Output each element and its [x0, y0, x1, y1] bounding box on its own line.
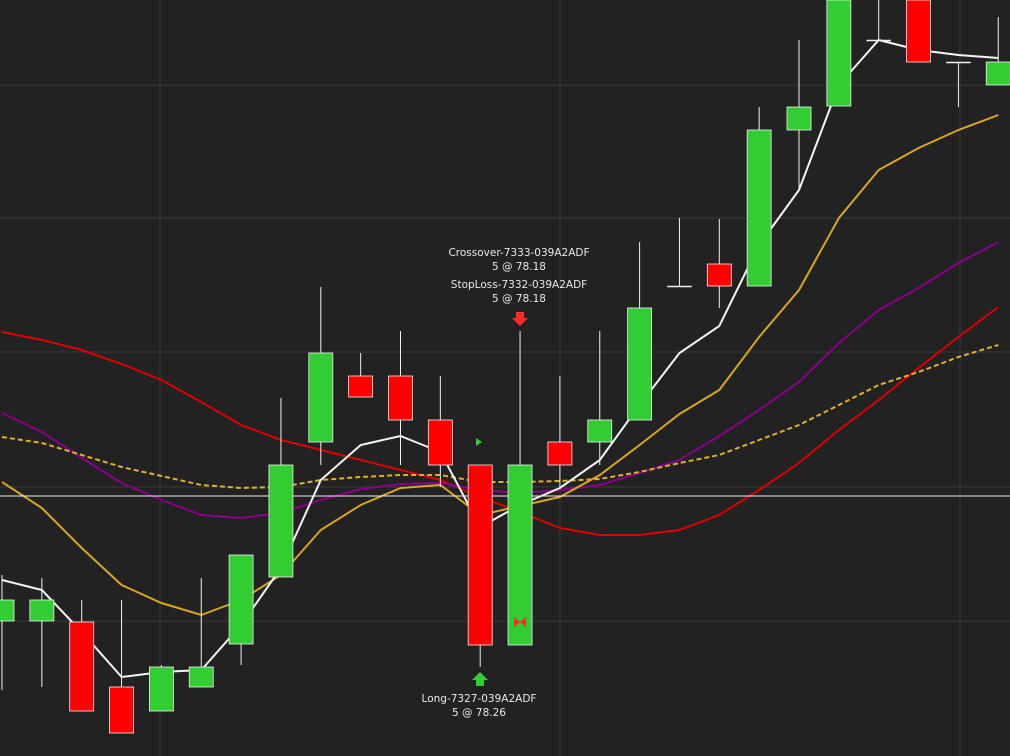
entry-arrow	[472, 672, 488, 686]
candle-body	[348, 375, 374, 398]
stop-marker	[514, 617, 526, 627]
annotation-name: StopLoss-7332-039A2ADF	[451, 279, 587, 291]
candle-body	[866, 39, 891, 42]
candle-body	[826, 0, 852, 107]
candle-body	[946, 61, 971, 64]
candle-body	[388, 375, 413, 421]
candle-body	[308, 352, 334, 443]
candles	[0, 0, 1010, 734]
candle-body	[547, 441, 573, 466]
exit-arrow	[512, 312, 528, 326]
candle-body	[0, 599, 15, 622]
trade-markers	[472, 312, 528, 686]
candle-body	[746, 129, 772, 287]
candle-body	[667, 285, 692, 288]
indicator-line	[1, 114, 999, 617]
signal-marker	[476, 438, 482, 446]
candle-body	[268, 464, 294, 578]
indicator-line	[1, 344, 999, 490]
candle-body	[627, 307, 652, 421]
annotation-detail: 5 @ 78.18	[492, 293, 546, 305]
candle-body	[148, 666, 174, 712]
candle-body	[467, 464, 493, 646]
candle-body	[29, 599, 55, 622]
annotation-name: Crossover-7333-039A2ADF	[448, 247, 589, 259]
annotation-name: Long-7327-039A2ADF	[422, 693, 537, 705]
candle-body	[188, 666, 214, 688]
candle-body	[427, 419, 453, 466]
candle-body	[786, 106, 812, 131]
candle-body	[706, 263, 732, 287]
candle-body	[906, 0, 931, 63]
candle-body	[109, 686, 134, 734]
candle-body	[228, 554, 254, 645]
annotation-detail: 5 @ 78.18	[492, 261, 546, 273]
candle-body	[587, 419, 613, 443]
indicator-line	[1, 241, 999, 520]
candle-body	[985, 61, 1010, 86]
indicator-line	[1, 306, 999, 536]
candle-body	[507, 464, 533, 646]
candle-body	[69, 621, 95, 712]
annotations: Crossover-7333-039A2ADF 5 @ 78.18 StopLoss…	[422, 247, 590, 719]
annotation-detail: 5 @ 78.26	[452, 707, 506, 719]
